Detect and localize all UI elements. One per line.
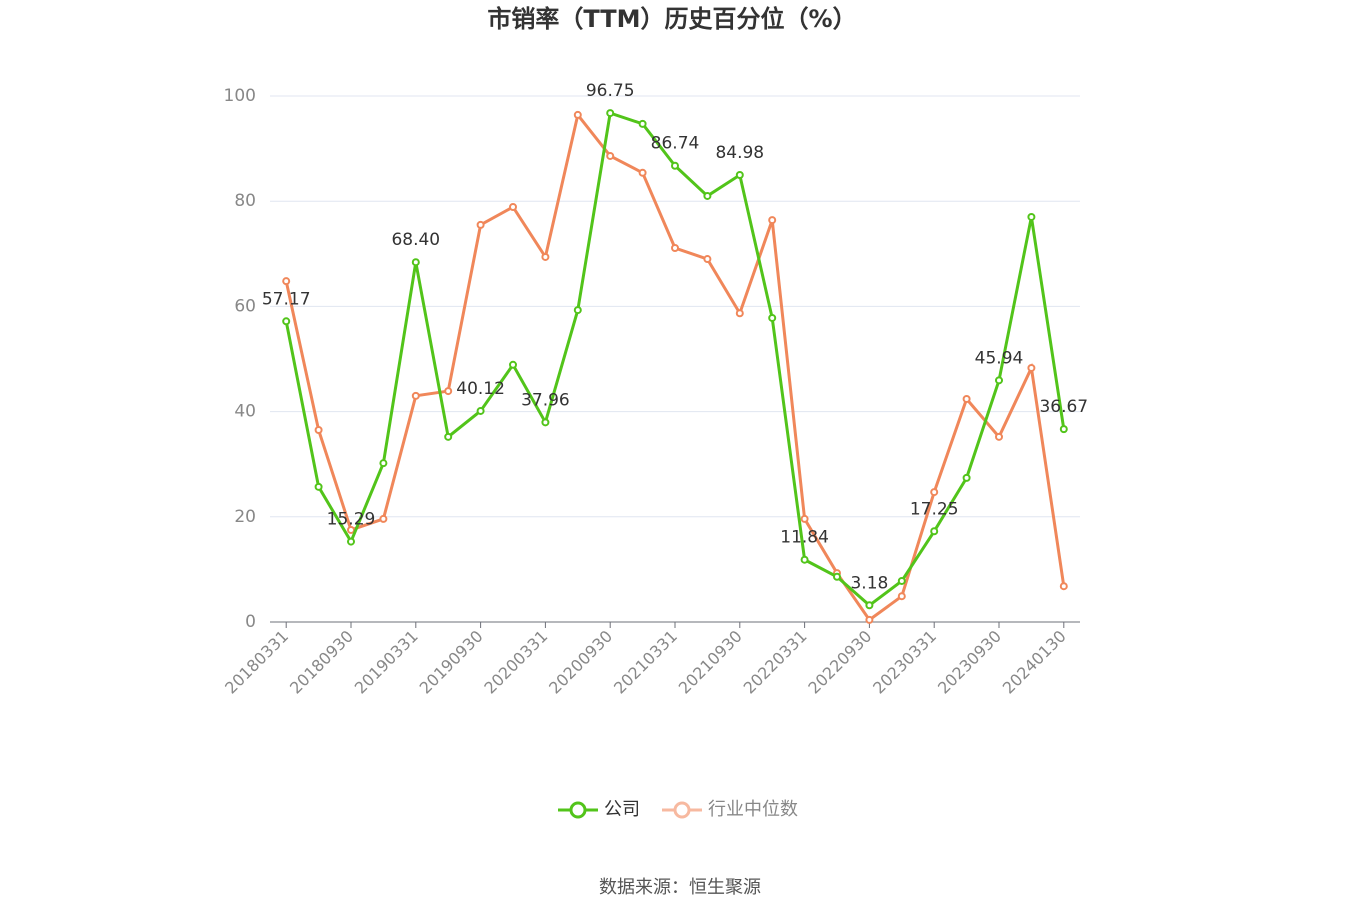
data-point bbox=[411, 258, 420, 267]
data-point bbox=[509, 202, 517, 211]
x-tick-label: 20190930 bbox=[416, 627, 487, 698]
x-tick-label: 20220331 bbox=[740, 627, 811, 698]
data-point bbox=[962, 473, 971, 482]
data-point bbox=[606, 109, 615, 118]
legend-marker bbox=[569, 801, 587, 819]
data-point bbox=[800, 555, 809, 564]
data-point bbox=[865, 601, 874, 610]
data-point bbox=[833, 572, 841, 581]
legend-label: 公司 bbox=[604, 799, 640, 820]
data-point bbox=[768, 313, 777, 322]
x-tick-label: 20200930 bbox=[545, 627, 616, 698]
x-tick-label: 20190331 bbox=[351, 627, 422, 698]
data-point bbox=[897, 592, 906, 601]
legend-label: 行业中位数 bbox=[708, 799, 798, 820]
data-point bbox=[1059, 425, 1068, 434]
data-point bbox=[444, 432, 453, 441]
data-point bbox=[476, 406, 485, 415]
data-point bbox=[930, 527, 939, 536]
data-point bbox=[282, 277, 291, 286]
data-point bbox=[897, 576, 906, 585]
data-point bbox=[573, 110, 582, 119]
data-point bbox=[638, 168, 647, 177]
data-label: 15.29 bbox=[327, 510, 376, 530]
data-point bbox=[638, 119, 647, 128]
y-tick-label: 100 bbox=[224, 86, 256, 106]
data-label: 57.17 bbox=[262, 289, 311, 309]
data-point bbox=[995, 376, 1003, 385]
data-label: 36.67 bbox=[1039, 397, 1088, 417]
data-point bbox=[314, 426, 323, 435]
y-tick-label: 20 bbox=[234, 507, 256, 527]
data-point bbox=[735, 171, 744, 180]
data-point bbox=[1059, 582, 1068, 591]
y-tick-label: 40 bbox=[234, 402, 256, 422]
data-label: 3.18 bbox=[850, 573, 888, 593]
data-point bbox=[703, 191, 712, 200]
x-tick-label: 20230930 bbox=[934, 627, 1005, 698]
data-label: 11.84 bbox=[780, 528, 829, 548]
data-point bbox=[930, 488, 939, 497]
data-point bbox=[444, 387, 453, 396]
x-tick-label: 20220930 bbox=[804, 627, 875, 698]
legend-marker bbox=[673, 801, 691, 819]
data-point bbox=[476, 220, 485, 229]
data-point bbox=[541, 418, 550, 427]
data-point bbox=[541, 252, 550, 261]
data-point bbox=[379, 459, 388, 468]
x-tick-label: 20180930 bbox=[286, 627, 357, 698]
data-label: 17.25 bbox=[910, 499, 959, 519]
data-label: 86.74 bbox=[651, 134, 700, 154]
data-point bbox=[962, 394, 971, 403]
data-point bbox=[768, 216, 777, 225]
data-point bbox=[379, 514, 388, 523]
y-tick-label: 0 bbox=[245, 612, 256, 632]
data-point bbox=[347, 525, 355, 534]
series-line bbox=[284, 111, 1066, 608]
data-point bbox=[1027, 212, 1036, 221]
data-point bbox=[314, 482, 323, 491]
data-point bbox=[347, 537, 355, 546]
data-point bbox=[703, 255, 712, 264]
data-label: 40.12 bbox=[456, 379, 505, 399]
data-point bbox=[865, 615, 874, 624]
data-label: 96.75 bbox=[586, 81, 635, 101]
chart-title: 市销率（TTM）历史百分位（%） bbox=[487, 5, 856, 33]
data-point bbox=[509, 360, 517, 369]
data-label: 84.98 bbox=[715, 143, 764, 163]
y-tick-label: 60 bbox=[234, 296, 256, 316]
data-point bbox=[995, 432, 1003, 441]
data-label: 37.96 bbox=[521, 390, 570, 410]
x-tick-label: 20210930 bbox=[675, 627, 746, 698]
data-point bbox=[735, 309, 744, 318]
x-tick-label: 20180331 bbox=[221, 627, 292, 698]
data-point bbox=[671, 161, 679, 170]
data-point bbox=[671, 244, 679, 253]
data-point bbox=[282, 317, 291, 326]
data-point bbox=[800, 514, 809, 523]
source-note: 数据来源：恒生聚源 bbox=[599, 877, 761, 898]
data-point bbox=[1027, 363, 1036, 372]
data-point bbox=[573, 306, 582, 315]
x-tick-label: 20240130 bbox=[999, 627, 1070, 698]
y-tick-label: 80 bbox=[234, 191, 256, 211]
data-label: 68.40 bbox=[391, 230, 440, 250]
data-label: 45.94 bbox=[975, 348, 1024, 368]
x-tick-label: 20230331 bbox=[869, 627, 940, 698]
data-point bbox=[411, 391, 420, 400]
x-tick-label: 20210331 bbox=[610, 627, 681, 698]
series-line bbox=[284, 111, 1066, 623]
x-tick-label: 20200331 bbox=[480, 627, 551, 698]
data-point bbox=[606, 151, 615, 160]
